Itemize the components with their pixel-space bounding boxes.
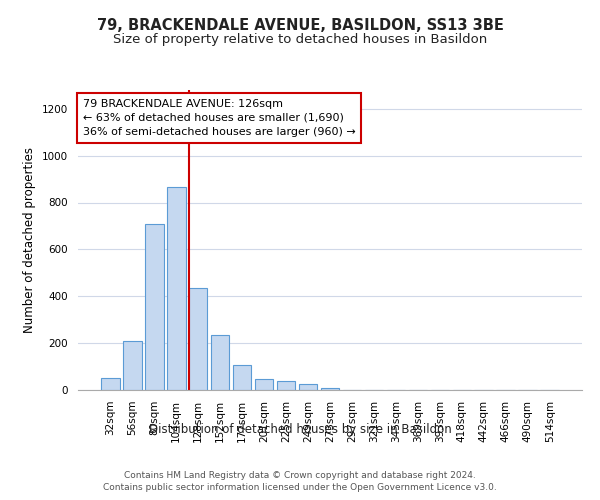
Text: 79 BRACKENDALE AVENUE: 126sqm
← 63% of detached houses are smaller (1,690)
36% o: 79 BRACKENDALE AVENUE: 126sqm ← 63% of d… bbox=[83, 99, 356, 137]
Bar bbox=[233, 366, 251, 390]
Bar bbox=[211, 335, 229, 390]
Y-axis label: Number of detached properties: Number of detached properties bbox=[23, 147, 37, 333]
Text: 79, BRACKENDALE AVENUE, BASILDON, SS13 3BE: 79, BRACKENDALE AVENUE, BASILDON, SS13 3… bbox=[97, 18, 503, 32]
Bar bbox=[277, 381, 295, 390]
Bar bbox=[320, 388, 340, 390]
Bar bbox=[299, 384, 317, 390]
Text: Contains public sector information licensed under the Open Government Licence v3: Contains public sector information licen… bbox=[103, 484, 497, 492]
Bar bbox=[189, 288, 208, 390]
Bar bbox=[101, 378, 119, 390]
Bar bbox=[123, 341, 142, 390]
Text: Contains HM Land Registry data © Crown copyright and database right 2024.: Contains HM Land Registry data © Crown c… bbox=[124, 471, 476, 480]
Bar bbox=[145, 224, 164, 390]
Bar bbox=[255, 379, 274, 390]
Bar bbox=[167, 188, 185, 390]
Text: Size of property relative to detached houses in Basildon: Size of property relative to detached ho… bbox=[113, 32, 487, 46]
Text: Distribution of detached houses by size in Basildon: Distribution of detached houses by size … bbox=[149, 422, 451, 436]
